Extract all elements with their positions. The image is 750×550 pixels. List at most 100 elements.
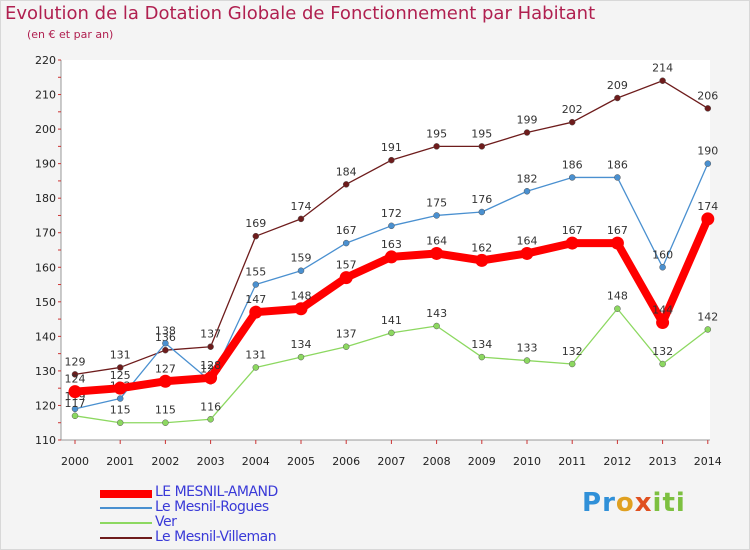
data-label: 163	[381, 238, 402, 251]
data-label: 129	[65, 355, 86, 368]
data-point	[342, 343, 350, 350]
y-tick-label: 140	[35, 330, 56, 343]
data-point	[207, 343, 214, 350]
data-label: 174	[291, 200, 312, 213]
x-tick-label: 2010	[513, 455, 541, 468]
data-point	[297, 353, 305, 361]
legend-label: LE MESNIL-AMAND	[155, 484, 278, 500]
legend-swatch	[100, 490, 152, 498]
data-point	[71, 405, 79, 413]
x-tick-label: 2005	[287, 455, 315, 468]
data-point	[704, 160, 712, 167]
x-tick-label: 2009	[468, 455, 496, 468]
data-point	[116, 395, 124, 402]
data-label: 159	[291, 252, 312, 265]
data-label: 214	[652, 62, 673, 75]
data-label: 169	[245, 217, 266, 230]
data-point	[565, 236, 579, 250]
data-point	[252, 232, 260, 240]
chart-subtitle: (en € et par an)	[27, 28, 114, 41]
legend-label: Le Mesnil-Villeman	[155, 529, 277, 545]
data-point	[478, 353, 486, 361]
data-point	[158, 374, 172, 388]
data-label: 137	[336, 328, 357, 341]
data-label: 131	[110, 348, 131, 361]
data-label: 115	[155, 404, 176, 417]
x-tick-label: 2011	[558, 455, 586, 468]
data-label: 195	[471, 127, 492, 140]
data-label: 206	[697, 89, 718, 102]
data-label: 136	[155, 331, 176, 344]
data-label: 144	[652, 304, 673, 317]
data-label: 167	[336, 224, 357, 237]
data-label: 186	[607, 158, 628, 171]
data-point	[252, 364, 260, 371]
data-point	[568, 174, 576, 181]
data-point	[388, 156, 395, 164]
data-point	[384, 250, 398, 264]
data-label: 174	[697, 200, 718, 213]
legend-label: Le Mesnil-Rogues	[155, 499, 269, 515]
data-label: 155	[245, 266, 266, 279]
data-label: 116	[200, 400, 221, 413]
data-label: 176	[471, 193, 492, 206]
data-point	[614, 174, 621, 181]
data-label: 157	[336, 259, 357, 272]
data-point	[297, 267, 305, 274]
data-point	[294, 302, 308, 316]
data-point	[568, 118, 576, 126]
logo-letter: P	[582, 488, 603, 518]
data-point	[433, 212, 440, 219]
x-tick-label: 2001	[106, 455, 134, 468]
x-tick-label: 2004	[242, 455, 270, 468]
y-tick-label: 180	[35, 192, 56, 205]
data-label: 195	[426, 127, 447, 140]
data-point	[523, 188, 531, 195]
data-point	[162, 346, 169, 354]
data-label: 160	[652, 248, 673, 261]
data-label: 148	[291, 290, 312, 303]
data-label: 127	[155, 362, 176, 375]
data-point	[656, 316, 670, 330]
data-point	[659, 264, 666, 271]
y-tick-label: 170	[35, 227, 56, 240]
data-point	[475, 253, 489, 267]
legend-label: Ver	[155, 514, 177, 530]
data-label: 164	[426, 234, 447, 247]
x-tick-label: 2013	[649, 455, 677, 468]
x-tick-label: 2008	[423, 455, 451, 468]
data-label: 115	[110, 404, 131, 417]
data-label: 191	[381, 141, 402, 154]
data-point	[704, 105, 712, 112]
data-point	[614, 305, 621, 312]
data-point	[71, 371, 79, 378]
data-label: 172	[381, 207, 402, 220]
data-label: 134	[291, 338, 312, 351]
data-point	[113, 381, 127, 395]
data-point	[116, 364, 124, 371]
data-point	[116, 419, 124, 426]
data-point	[204, 371, 218, 385]
data-point	[342, 181, 350, 188]
data-label: 167	[562, 224, 583, 237]
legend-swatch	[100, 522, 152, 524]
data-label: 162	[471, 241, 492, 254]
legend-swatch	[100, 507, 152, 509]
logo-letter: x	[634, 488, 653, 518]
x-tick-label: 2006	[332, 455, 360, 468]
data-label: 138	[155, 324, 176, 337]
data-label: 143	[426, 307, 447, 320]
data-label: 199	[517, 114, 538, 127]
data-label: 117	[65, 397, 86, 410]
data-point	[659, 77, 666, 84]
data-label: 133	[517, 342, 538, 355]
y-tick-label: 110	[35, 434, 56, 447]
data-label: 132	[652, 345, 673, 358]
logo-letter: i	[652, 488, 663, 518]
data-point	[249, 305, 263, 319]
data-label: 141	[381, 314, 402, 327]
data-label: 184	[336, 165, 357, 178]
y-tick-label: 210	[35, 89, 56, 102]
x-tick-label: 2007	[377, 455, 405, 468]
